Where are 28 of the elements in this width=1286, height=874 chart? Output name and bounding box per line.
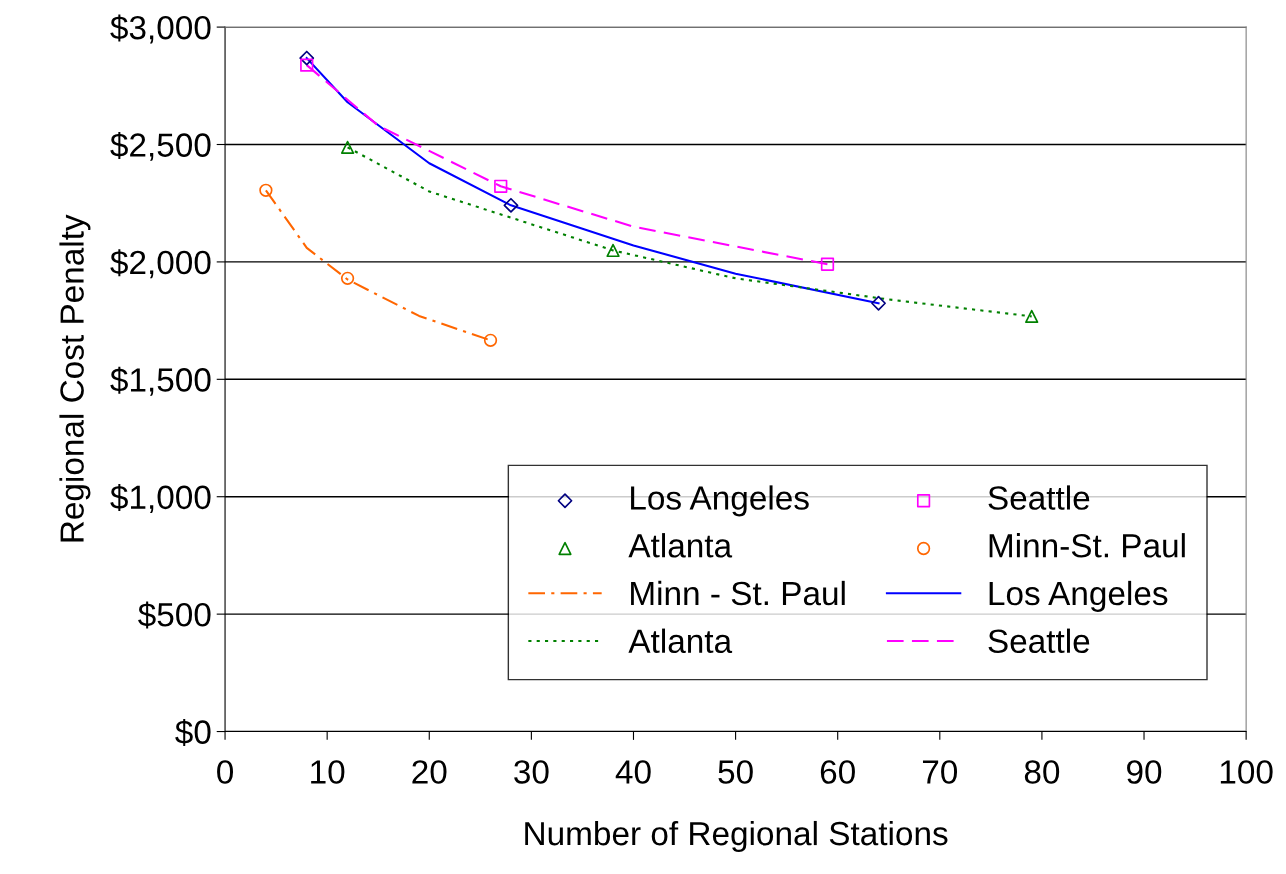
y-tick-label: $1,000: [110, 484, 211, 514]
legend-label: Minn - St. Paul: [631, 580, 845, 606]
y-tick-label: $2,000: [110, 249, 211, 279]
legend-label: Los Angeles: [631, 485, 809, 517]
x-tick-label: 80: [1024, 760, 1060, 784]
y-tick-label: $500: [138, 601, 211, 629]
legend-label: Seattle: [988, 628, 1090, 654]
legend-label: Minn-St. Paul: [989, 533, 1185, 558]
y-tick-label: $3,000: [110, 14, 211, 44]
legend-label: Los Angeles: [989, 580, 1168, 612]
x-tick-label: 70: [922, 760, 958, 784]
legend-label: Atlanta: [628, 628, 733, 654]
x-tick-label: 60: [820, 760, 855, 784]
x-tick-label: 0: [217, 760, 234, 784]
x-tick-label: 10: [311, 760, 345, 784]
x-tick-label: 90: [1127, 760, 1162, 784]
x-tick-label: 30: [514, 760, 549, 784]
legend-label: Atlanta: [628, 533, 733, 558]
x-tick-label: 100: [1220, 760, 1273, 784]
y-tick-label: $2,500: [110, 131, 211, 161]
x-axis-title: Number of Regional Stations: [525, 820, 948, 853]
y-tick-label: $0: [175, 718, 211, 746]
y-axis-title: Regional Cost Penalty: [59, 214, 91, 542]
x-tick-label: 20: [412, 760, 447, 784]
x-tick-label: 50: [718, 760, 753, 784]
x-tick-label: 40: [615, 760, 651, 784]
y-tick-label: $1,500: [110, 366, 211, 396]
legend-label: Seattle: [988, 485, 1090, 510]
